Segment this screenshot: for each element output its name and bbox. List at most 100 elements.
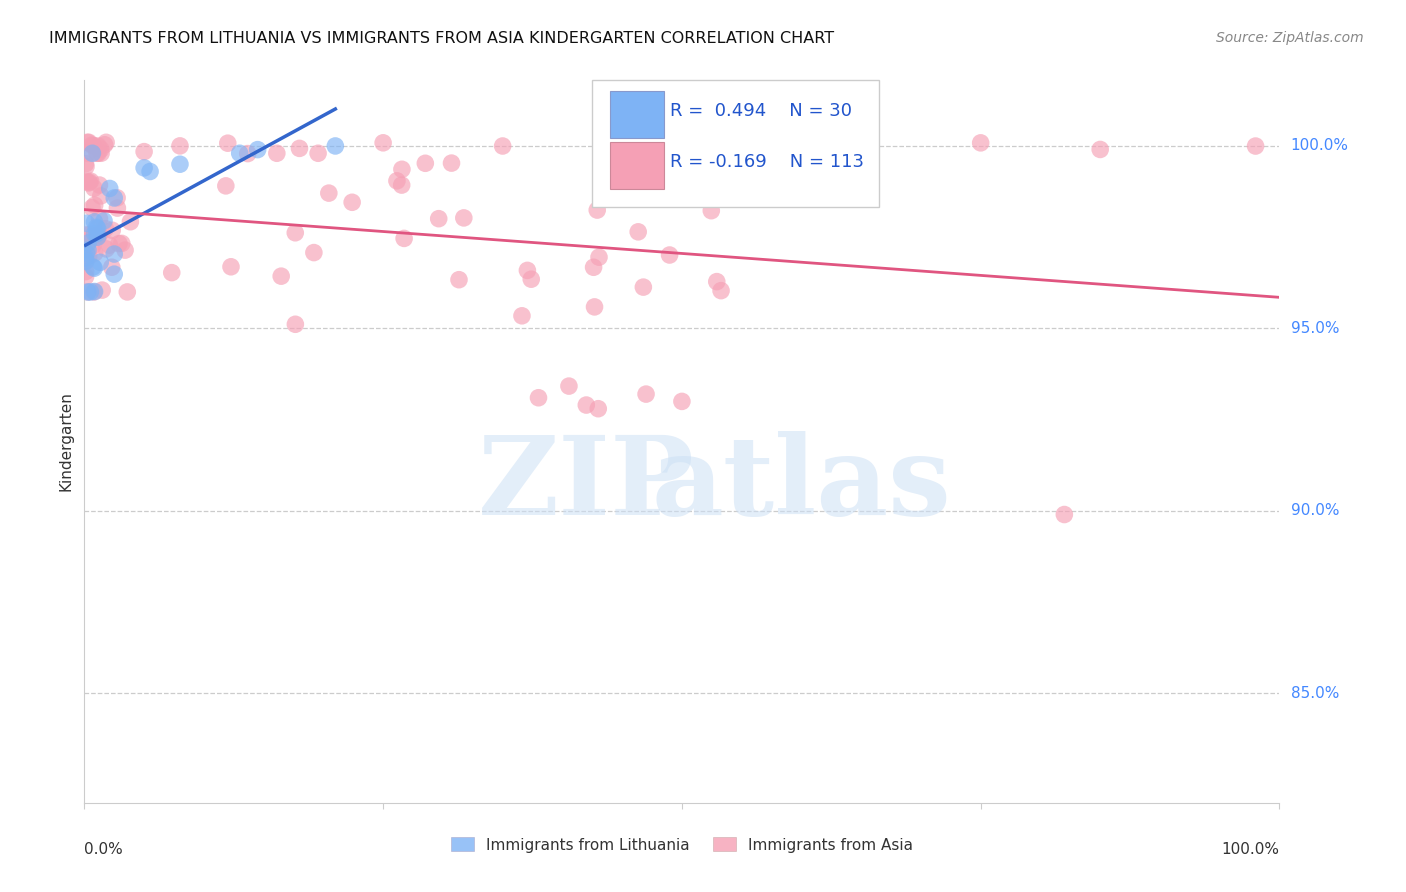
Text: 90.0%: 90.0% [1291,503,1339,518]
Point [77,235,100,250]
Point [325,139,347,153]
Point [139,164,162,178]
Point [83,285,105,299]
Point [82,146,104,161]
Text: 85.0%: 85.0% [1291,686,1339,701]
Point [1244,139,1267,153]
Point [91,283,114,297]
Point [219,260,242,274]
Point [340,195,363,210]
Text: 0.0%: 0.0% [84,842,124,856]
Text: IMMIGRANTS FROM LITHUANIA VS IMMIGRANTS FROM ASIA KINDERGARTEN CORRELATION CHART: IMMIGRANTS FROM LITHUANIA VS IMMIGRANTS … [49,31,834,46]
Point [89,178,111,192]
Point [86,230,108,244]
Point [284,226,307,240]
Point [633,280,655,294]
Point [731,138,754,153]
Point [82,239,104,253]
Point [76,136,98,150]
Point [671,394,693,409]
Point [83,138,105,153]
Point [77,136,100,150]
Point [94,221,117,235]
Point [453,211,475,225]
Point [75,251,97,265]
Point [586,203,609,218]
Point [77,249,100,263]
Point [516,263,538,277]
Point [318,186,340,200]
Point [415,156,437,170]
Point [87,146,110,161]
Point [114,243,136,257]
Point [510,309,533,323]
Point [90,146,112,161]
Point [77,243,100,257]
Point [87,228,110,243]
Legend: Immigrants from Lithuania, Immigrants from Asia: Immigrants from Lithuania, Immigrants fr… [443,830,921,860]
Point [217,136,239,151]
Point [103,247,125,261]
Point [132,145,156,159]
Text: 100.0%: 100.0% [1291,138,1348,153]
Point [107,201,129,215]
Point [98,238,121,252]
Point [117,285,139,299]
Point [101,223,124,237]
Point [89,211,111,226]
Point [385,174,408,188]
Point [89,255,111,269]
Point [520,272,543,286]
FancyBboxPatch shape [592,80,879,207]
Point [76,174,98,188]
Point [79,285,101,299]
Point [391,178,413,192]
Point [83,285,105,299]
Point [373,136,395,150]
Point [89,227,111,242]
Point [970,136,993,150]
Point [83,215,105,229]
Point [636,387,658,401]
Point [1053,508,1076,522]
Point [75,157,97,171]
Text: ZIP: ZIP [478,432,695,539]
Text: R =  0.494    N = 30: R = 0.494 N = 30 [671,102,852,120]
Point [76,285,98,299]
Point [86,220,108,235]
Point [105,191,128,205]
Text: Source: ZipAtlas.com: Source: ZipAtlas.com [1216,31,1364,45]
Point [236,146,259,161]
Point [82,230,104,244]
Point [98,181,121,195]
FancyBboxPatch shape [610,142,664,189]
Point [627,225,650,239]
Point [83,198,105,212]
Y-axis label: Kindergarten: Kindergarten [58,392,73,491]
Point [492,139,515,153]
Point [270,269,292,284]
Point [83,228,105,243]
Text: atlas: atlas [651,432,952,539]
Point [169,157,191,171]
Point [1090,143,1112,157]
Point [75,246,97,260]
Point [700,203,723,218]
Point [83,181,105,195]
Point [575,398,598,412]
Point [80,201,103,215]
Point [851,136,873,151]
Point [75,269,97,284]
Point [307,146,329,161]
Point [658,248,681,262]
Point [582,260,605,275]
Point [76,146,98,161]
Point [120,215,142,229]
Point [101,260,124,275]
Point [447,273,470,287]
Point [169,139,191,153]
Point [75,264,97,278]
Point [103,267,125,281]
Point [93,137,115,152]
Point [77,176,100,190]
